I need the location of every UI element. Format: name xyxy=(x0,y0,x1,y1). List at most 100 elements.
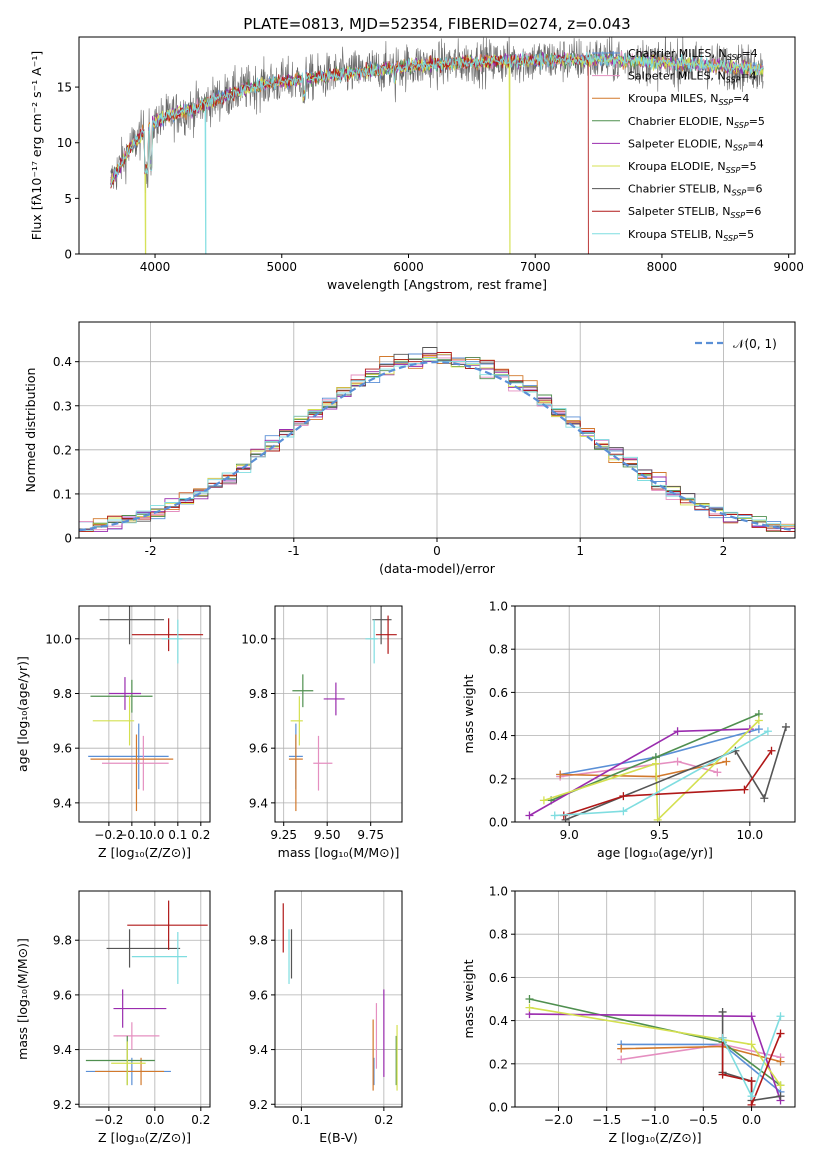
data-point-marker xyxy=(713,768,722,777)
x-tick-label: 0.1 xyxy=(168,828,187,842)
y-tick-label: 0.4 xyxy=(53,355,72,369)
x-tick-label: 0.2 xyxy=(374,1113,393,1127)
series-line xyxy=(543,719,760,821)
y-tick-label: 9.2 xyxy=(53,1098,72,1112)
axes-frame xyxy=(514,605,796,823)
y-axis-label: mass weight xyxy=(461,959,476,1038)
x-tick-label: 0.2 xyxy=(191,828,210,842)
x-tick-label: −0.2 xyxy=(94,828,123,842)
plot-area xyxy=(288,606,397,812)
legend-suffix: =6 xyxy=(745,205,761,218)
plot-area xyxy=(525,995,785,1107)
legend-entry: Chabrier STELIB, NSSP=6 xyxy=(628,183,762,198)
data-point-marker xyxy=(525,1003,534,1012)
legend-label: Salpeter ELODIE, N xyxy=(628,137,733,150)
legend-subscript: SSP xyxy=(723,234,738,243)
y-axis-label: mass weight xyxy=(461,674,476,753)
legend-entry: Salpeter ELODIE, NSSP=4 xyxy=(628,137,764,152)
y-tick-label: 0 xyxy=(64,248,72,262)
legend-suffix: =4 xyxy=(741,47,757,60)
data-point-marker xyxy=(776,1012,785,1021)
y-axis-label: Normed distribution xyxy=(23,368,38,493)
y-tick-label: 0.8 xyxy=(489,928,508,942)
legend-subscript: SSP xyxy=(727,53,742,62)
x-axis-label: mass [log₁₀(M/M⊙)] xyxy=(278,845,400,860)
x-tick-label: 9.0 xyxy=(560,828,579,842)
plot-area xyxy=(110,37,764,254)
y-tick-label: 0.6 xyxy=(489,686,508,700)
legend-entry: Kroupa ELODIE, NSSP=5 xyxy=(628,160,757,175)
data-point-marker xyxy=(740,785,749,794)
errorbar-point xyxy=(292,674,314,708)
legend-label: Kroupa STELIB, N xyxy=(628,228,723,241)
panel-age_vs_Z: −0.2−0.10.0 0.1 0.2 9.4 9.6 9.8 10.0 Z [log₁₀(Z… xyxy=(15,605,211,860)
errorbar-point xyxy=(90,734,174,812)
series-line xyxy=(563,750,773,817)
x-tick-label: −0.2 xyxy=(94,1113,123,1127)
data-point-marker xyxy=(718,1033,727,1042)
grid-lines xyxy=(515,890,795,1108)
normal-reference-curve xyxy=(79,360,795,532)
y-tick-label: 0.4 xyxy=(489,1014,508,1028)
errorbar-point xyxy=(111,1041,146,1086)
histogram-kroupa-stelib xyxy=(79,357,795,531)
series-line xyxy=(565,726,787,821)
series-kroupa-elodie xyxy=(539,716,763,822)
errorbar-point xyxy=(106,929,181,968)
legend-suffix: =5 xyxy=(749,115,765,128)
data-point-marker xyxy=(747,1040,756,1049)
y-tick-label: 0.2 xyxy=(489,1057,508,1071)
data-point-marker xyxy=(550,811,559,820)
data-point-marker xyxy=(776,1057,785,1066)
y-tick-label: 10.0 xyxy=(241,632,268,646)
legend-label: Kroupa ELODIE, N xyxy=(628,160,726,173)
errorbar-point xyxy=(127,900,208,950)
x-tick-label: 8000 xyxy=(647,260,678,274)
legend-label: Kroupa MILES, N xyxy=(628,92,718,105)
series-kroupa-stelib xyxy=(718,1012,785,1101)
y-tick-label: 9.4 xyxy=(249,1043,268,1057)
x-tick-label: 0.0 xyxy=(145,1113,164,1127)
legend-entry: Kroupa STELIB, NSSP=5 xyxy=(628,228,754,243)
x-axis-label: E(B-V) xyxy=(319,1130,358,1145)
y-axis-label: age [log₁₀(age/yr)] xyxy=(15,656,30,772)
y-tick-label: 0.3 xyxy=(53,399,72,413)
x-tick-label: 2 xyxy=(720,544,728,558)
x-tick-label: −0.5 xyxy=(689,1113,718,1127)
y-tick-label: 5 xyxy=(64,192,72,206)
legend-entry: Kroupa MILES, NSSP=4 xyxy=(628,92,749,107)
data-point-marker xyxy=(617,1044,626,1053)
y-tick-label: 9.6 xyxy=(53,988,72,1002)
x-tick-label: 9.5 xyxy=(650,828,669,842)
legend-label: Salpeter STELIB, N xyxy=(628,205,730,218)
errorbar-point xyxy=(365,619,378,664)
data-point-marker xyxy=(747,1077,756,1086)
legend-subscript: SSP xyxy=(726,166,741,175)
data-point-marker xyxy=(539,796,548,805)
x-tick-label: −2.0 xyxy=(544,1113,573,1127)
x-tick-label: 0.0 xyxy=(145,828,164,842)
y-axis-label: Flux [fλ10⁻¹⁷ erg cm⁻² s⁻¹ A⁻¹] xyxy=(29,51,44,240)
errorbar-point xyxy=(101,735,169,791)
legend-subscript: SSP xyxy=(734,121,749,130)
legend-suffix: =5 xyxy=(740,160,756,173)
legend-label: Chabrier STELIB, N xyxy=(628,183,732,196)
x-tick-label: −1.5 xyxy=(592,1113,621,1127)
data-point-marker xyxy=(561,815,570,822)
legend-subscript: SSP xyxy=(733,143,748,152)
y-tick-label: 9.6 xyxy=(249,988,268,1002)
legend-suffix: =4 xyxy=(748,137,764,150)
y-tick-label: 9.8 xyxy=(53,687,72,701)
figure-title: PLATE=0813, MJD=52354, FIBERID=0274, z=0… xyxy=(243,15,630,33)
errorbar-point xyxy=(92,696,135,746)
plot-area xyxy=(282,903,398,1091)
data-point-marker xyxy=(776,1081,785,1090)
x-axis-label: wavelength [Angstrom, rest frame] xyxy=(327,277,547,292)
x-axis-label: age [log₁₀(age/yr)] xyxy=(597,845,713,860)
legend-subscript: SSP xyxy=(730,211,745,220)
y-tick-label: 9.4 xyxy=(53,796,72,810)
data-point-marker xyxy=(722,757,731,766)
data-point-marker xyxy=(754,725,763,734)
x-tick-label: 0.2 xyxy=(191,1113,210,1127)
